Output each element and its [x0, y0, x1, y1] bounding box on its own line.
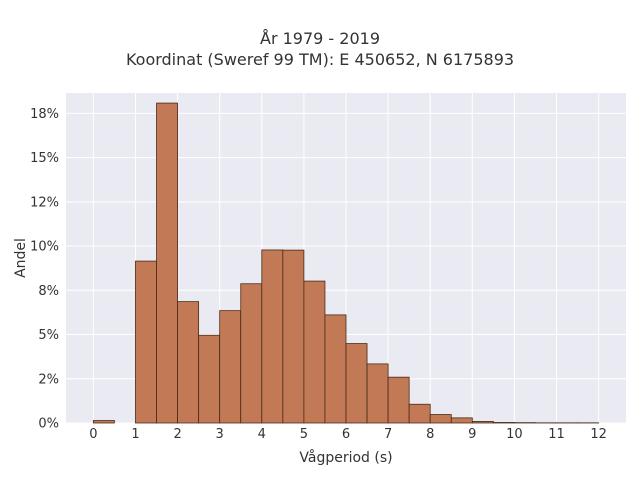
x-tick-label: 12	[590, 427, 607, 442]
bars	[92, 102, 600, 424]
y-axis-ticks: 0% 2% 5% 8% 10% 12% 15% 18%	[30, 107, 59, 432]
x-tick-label: 11	[548, 427, 565, 442]
histogram-bar	[177, 301, 200, 424]
histogram-bar	[471, 421, 494, 424]
histogram-bar	[492, 422, 515, 424]
y-tick-label: 5%	[38, 328, 59, 343]
histogram-bar	[198, 334, 221, 424]
histogram-bar	[324, 314, 347, 424]
histogram-bar	[303, 280, 326, 424]
histogram-bar	[450, 417, 473, 424]
y-axis-label: Andel	[13, 238, 29, 278]
histogram-bar	[366, 363, 389, 424]
histogram-bar	[345, 343, 368, 424]
y-tick-label: 10%	[30, 240, 59, 255]
y-tick-label: 18%	[30, 107, 59, 122]
x-tick-label: 0	[89, 427, 97, 442]
x-tick-label: 8	[426, 427, 434, 442]
x-tick-label: 6	[342, 427, 350, 442]
y-tick-label: 12%	[30, 195, 59, 210]
x-axis-label: Vågperiod (s)	[299, 449, 392, 466]
y-tick-label: 15%	[30, 151, 59, 166]
x-tick-label: 5	[300, 427, 308, 442]
y-tick-label: 0%	[38, 417, 59, 432]
histogram-bar	[156, 102, 178, 424]
histogram-bar	[387, 376, 410, 424]
histogram-bar	[92, 420, 115, 424]
histogram-bar	[282, 249, 305, 424]
chart-title-line-1: År 1979 - 2019	[260, 29, 380, 48]
chart-title-line-2: Koordinat (Sweref 99 TM): E 450652, N 61…	[125, 50, 515, 69]
x-tick-label: 3	[216, 427, 224, 442]
histogram-bar	[135, 260, 157, 424]
x-tick-label: 9	[468, 427, 476, 442]
x-tick-label: 1	[131, 427, 139, 442]
x-tick-label: 2	[173, 427, 181, 442]
x-tick-label: 10	[506, 427, 523, 442]
histogram-bar	[240, 283, 263, 424]
histogram-bar	[261, 249, 284, 424]
histogram-bar	[408, 403, 431, 424]
x-axis-ticks: 0 1 2 3 4 5 6 7 8 9 10 11 12	[89, 427, 607, 442]
y-tick-label: 8%	[38, 284, 59, 299]
x-tick-label: 7	[384, 427, 392, 442]
x-tick-label: 4	[258, 427, 266, 442]
y-tick-label: 2%	[38, 372, 59, 387]
histogram-bar	[219, 310, 242, 424]
histogram-bar	[429, 414, 452, 424]
